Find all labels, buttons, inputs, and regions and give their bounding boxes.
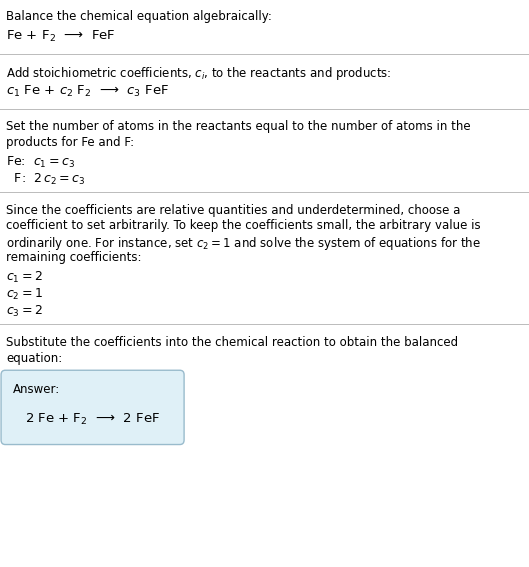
Text: remaining coefficients:: remaining coefficients: [6,251,142,264]
Text: Set the number of atoms in the reactants equal to the number of atoms in the: Set the number of atoms in the reactants… [6,120,471,133]
Text: F:  $2\,c_2 = c_3$: F: $2\,c_2 = c_3$ [6,172,86,187]
Text: $c_1$ Fe + $c_2$ F$_2$  ⟶  $c_3$ FeF: $c_1$ Fe + $c_2$ F$_2$ ⟶ $c_3$ FeF [6,84,169,99]
Text: Balance the chemical equation algebraically:: Balance the chemical equation algebraica… [6,10,272,23]
Text: $c_2 = 1$: $c_2 = 1$ [6,287,43,302]
Text: Answer:: Answer: [13,383,60,396]
Text: Add stoichiometric coefficients, $c_i$, to the reactants and products:: Add stoichiometric coefficients, $c_i$, … [6,65,392,82]
Text: ordinarily one. For instance, set $c_2 = 1$ and solve the system of equations fo: ordinarily one. For instance, set $c_2 =… [6,235,481,252]
Text: 2 Fe + F$_2$  ⟶  2 FeF: 2 Fe + F$_2$ ⟶ 2 FeF [25,412,160,427]
Text: products for Fe and F:: products for Fe and F: [6,136,134,149]
Text: equation:: equation: [6,352,62,365]
FancyBboxPatch shape [1,370,184,445]
Text: Fe:  $c_1 = c_3$: Fe: $c_1 = c_3$ [6,155,75,170]
Text: coefficient to set arbitrarily. To keep the coefficients small, the arbitrary va: coefficient to set arbitrarily. To keep … [6,219,481,232]
Text: Since the coefficients are relative quantities and underdetermined, choose a: Since the coefficients are relative quan… [6,204,461,217]
Text: $c_1 = 2$: $c_1 = 2$ [6,270,43,285]
Text: $c_3 = 2$: $c_3 = 2$ [6,304,43,319]
Text: Fe + F$_2$  ⟶  FeF: Fe + F$_2$ ⟶ FeF [6,29,116,44]
Text: Substitute the coefficients into the chemical reaction to obtain the balanced: Substitute the coefficients into the che… [6,336,459,349]
